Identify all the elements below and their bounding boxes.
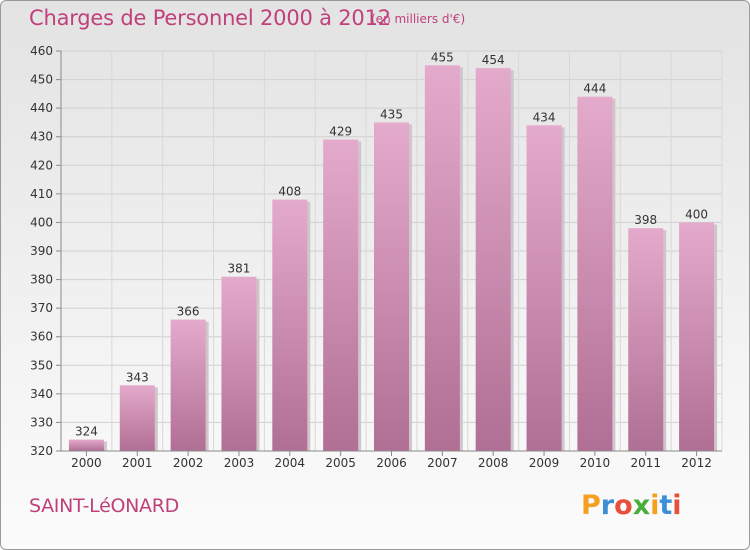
y-tick-label: 400 <box>30 215 53 229</box>
logo-letter: x <box>632 490 651 521</box>
bar <box>679 222 715 451</box>
y-tick-label: 440 <box>30 101 53 115</box>
data-label: 366 <box>177 305 200 319</box>
y-tick-label: 390 <box>30 244 53 258</box>
y-tick-label: 410 <box>30 187 53 201</box>
x-tick-label: 2003 <box>224 456 255 470</box>
bar <box>374 122 409 451</box>
logo-letter: i <box>672 490 682 521</box>
x-tick-label: 2008 <box>478 456 509 470</box>
data-label: 434 <box>533 110 556 124</box>
data-label: 343 <box>126 370 149 384</box>
y-tick-label: 430 <box>30 130 53 144</box>
data-label: 324 <box>75 425 98 439</box>
data-label: 381 <box>228 262 251 276</box>
bar <box>68 439 104 451</box>
data-label: 400 <box>685 207 708 221</box>
labels: 320 330 340 350 360 370 380 390 400 410 420 430 440 4… <box>30 44 712 470</box>
y-tick-label: 340 <box>30 387 53 401</box>
commune-name: SAINT-LéONARD <box>29 495 179 517</box>
data-label: 455 <box>431 50 454 64</box>
data-label: 435 <box>380 107 403 121</box>
x-tick-label: 2006 <box>376 456 407 470</box>
bar <box>323 139 359 452</box>
x-tick-label: 2004 <box>275 456 306 470</box>
y-tick-label: 330 <box>30 415 53 429</box>
logo-letter: t <box>659 490 673 521</box>
chart-subtitle: (en milliers d'€) <box>371 12 466 26</box>
y-tick-label: 370 <box>30 301 53 315</box>
x-tick-label: 2012 <box>681 456 712 470</box>
logo-letter: o <box>614 490 633 521</box>
y-tick-label: 360 <box>30 330 53 344</box>
y-tick-label: 450 <box>30 73 53 87</box>
bar <box>424 65 460 452</box>
x-tick-label: 2011 <box>630 456 661 470</box>
bars <box>68 65 718 452</box>
x-tick-label: 2002 <box>173 456 204 470</box>
bar <box>272 199 308 451</box>
x-tick-label: 2001 <box>122 456 153 470</box>
bar <box>628 228 664 451</box>
bar <box>475 68 511 452</box>
bar <box>526 125 562 452</box>
bar <box>221 276 257 451</box>
axes <box>56 50 722 456</box>
bar <box>170 319 206 451</box>
y-tick-label: 320 <box>30 444 53 458</box>
logo-letter: r <box>600 490 615 521</box>
data-label: 454 <box>482 53 505 67</box>
x-tick-label: 2010 <box>580 456 611 470</box>
logo-letter: P <box>581 490 601 521</box>
chart-title: Charges de Personnel 2000 à 2012 <box>29 6 391 30</box>
x-tick-label: 2009 <box>529 456 560 470</box>
y-tick-label: 350 <box>30 358 53 372</box>
bar <box>577 96 613 451</box>
y-tick-label: 460 <box>30 44 53 58</box>
data-label: 398 <box>634 213 657 227</box>
proxiti-logo[interactable]: Proxiti <box>581 490 682 521</box>
x-tick-label: 2005 <box>325 456 356 470</box>
data-label: 408 <box>278 185 301 199</box>
y-tick-label: 380 <box>30 273 53 287</box>
x-tick-label: 2000 <box>71 456 102 470</box>
data-label: 429 <box>329 125 352 139</box>
x-tick-label: 2007 <box>427 456 458 470</box>
y-tick-label: 420 <box>30 158 53 172</box>
bar <box>119 385 155 451</box>
data-label: 444 <box>583 82 606 96</box>
logo-letter: i <box>650 490 660 521</box>
